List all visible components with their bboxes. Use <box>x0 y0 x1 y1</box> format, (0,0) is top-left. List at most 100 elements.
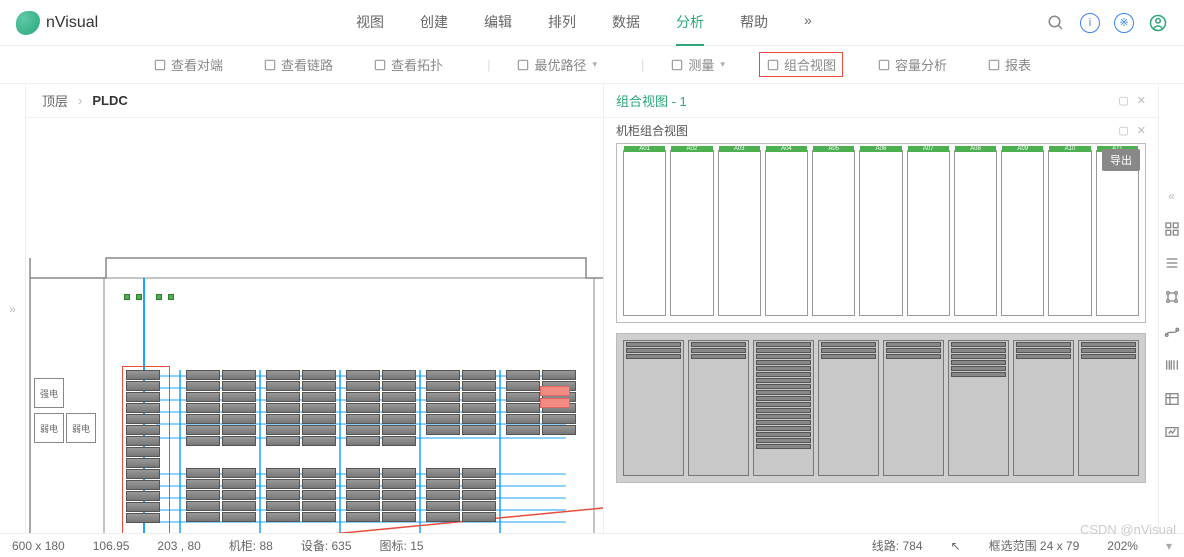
status-selection: 框选范围 24 x 79 <box>989 537 1080 554</box>
list-icon[interactable] <box>1164 255 1180 271</box>
cabinet-front[interactable]: A07 <box>907 150 950 316</box>
rack-device <box>951 366 1006 371</box>
status-zoom[interactable]: 202% <box>1107 539 1138 553</box>
tool-report[interactable]: 报表 <box>981 52 1037 77</box>
breadcrumb-item[interactable]: PLDC <box>92 93 127 108</box>
header-actions: i ※ <box>1046 13 1168 33</box>
cabinet-front[interactable]: A03 <box>718 150 761 316</box>
app-header: nVisual 视图创建编辑排列数据分析帮助 » i ※ <box>0 0 1184 46</box>
cabinet-front[interactable]: A02 <box>670 150 713 316</box>
tool-combo[interactable]: 组合视图 <box>759 52 843 77</box>
minimize-icon[interactable]: ▢ <box>1118 94 1128 107</box>
breadcrumb-item[interactable]: 顶层 <box>42 91 68 110</box>
tool-topo[interactable]: 查看拓扑 <box>367 52 449 77</box>
rack-cluster[interactable] <box>426 370 496 435</box>
tool-label: 最优路径 <box>534 55 586 74</box>
info-icon[interactable]: i <box>1080 13 1100 33</box>
tool-measure[interactable]: 测量 <box>664 52 731 77</box>
panel-header: 组合视图 - 1 ▢ ✕ <box>604 84 1158 118</box>
tool-link[interactable]: 查看链路 <box>257 52 339 77</box>
nav-item-3[interactable]: 排列 <box>548 0 576 46</box>
measure-icon <box>670 58 684 72</box>
nav-item-1[interactable]: 创建 <box>420 0 448 46</box>
rack-device <box>756 402 811 407</box>
nav-more[interactable]: » <box>804 0 812 46</box>
grid-icon[interactable] <box>1164 221 1180 237</box>
rack-device <box>626 354 681 359</box>
rack-cluster[interactable] <box>186 370 256 446</box>
cabinet-back[interactable] <box>688 340 749 476</box>
panel-title: 组合视图 - 1 <box>616 91 687 110</box>
cabinet-front[interactable]: A04 <box>765 150 808 316</box>
search-icon[interactable] <box>1046 13 1066 33</box>
close-icon[interactable]: ✕ <box>1137 124 1146 137</box>
tool-label: 容量分析 <box>895 55 947 74</box>
rack-cluster[interactable] <box>426 468 496 522</box>
cabinet-back[interactable] <box>948 340 1009 476</box>
rack-device <box>756 414 811 419</box>
network-icon[interactable] <box>1164 289 1180 305</box>
status-设备: 设备: 635 <box>301 537 352 554</box>
rack-cluster[interactable] <box>186 468 256 522</box>
rack-row-back <box>616 333 1146 483</box>
nav-item-0[interactable]: 视图 <box>356 0 384 46</box>
route-icon[interactable] <box>1164 323 1180 339</box>
close-icon[interactable]: ✕ <box>1137 94 1146 107</box>
rack-device <box>886 348 941 353</box>
cabinet-front[interactable]: A09 <box>1001 150 1044 316</box>
expand-rail-icon[interactable]: « <box>1168 189 1175 203</box>
cabinet-front[interactable]: A05 <box>812 150 855 316</box>
rack-device <box>951 342 1006 347</box>
tool-capacity[interactable]: 容量分析 <box>871 52 953 77</box>
rack-device <box>756 408 811 413</box>
zoom-dropdown-icon[interactable]: ▾ <box>1166 539 1172 553</box>
sensor-icon <box>124 294 130 300</box>
cabinet-label: A03 <box>719 146 760 152</box>
table-icon[interactable] <box>1164 391 1180 407</box>
export-button[interactable]: 导出 <box>1102 149 1140 171</box>
sensor-icon <box>168 294 174 300</box>
barcode-icon[interactable] <box>1164 357 1180 373</box>
selection-box <box>122 366 170 533</box>
rack-cluster[interactable] <box>266 370 336 446</box>
cabinet-back[interactable] <box>883 340 944 476</box>
breadcrumb: 顶层 › PLDC <box>26 84 603 118</box>
monitor-icon[interactable] <box>1164 425 1180 441</box>
floorplan-panel: 顶层 › PLDC 强电弱电弱电调度自动化系统机房600 x 180106.95… <box>26 84 604 533</box>
cabinet-front[interactable]: A10 <box>1048 150 1091 316</box>
rack-device <box>756 372 811 377</box>
left-rail[interactable]: » <box>0 84 26 533</box>
nav-item-4[interactable]: 数据 <box>612 0 640 46</box>
status-bar: 600 x 180106.95203 , 80机柜: 88设备: 635图标: … <box>0 533 1184 557</box>
cabinet-back[interactable] <box>818 340 879 476</box>
rack-device <box>756 360 811 365</box>
rack-alert[interactable] <box>540 398 570 408</box>
cabinet-back[interactable] <box>1013 340 1074 476</box>
tool-path[interactable]: 最优路径 <box>510 52 603 77</box>
tool-label: 查看对端 <box>171 55 223 74</box>
nav-item-5[interactable]: 分析 <box>676 0 704 46</box>
nav-item-6[interactable]: 帮助 <box>740 0 768 46</box>
status-图标: 图标: 15 <box>380 537 424 554</box>
nav-item-2[interactable]: 编辑 <box>484 0 512 46</box>
user-icon[interactable] <box>1148 13 1168 33</box>
minimize-icon[interactable]: ▢ <box>1118 124 1128 137</box>
settings-icon[interactable]: ※ <box>1114 13 1134 33</box>
rack-cluster[interactable] <box>266 468 336 522</box>
cabinet-front[interactable]: A06 <box>859 150 902 316</box>
cursor-icon[interactable]: ↖ <box>951 539 961 553</box>
logo-area: nVisual <box>16 11 276 35</box>
rack-cluster[interactable] <box>346 468 416 522</box>
tool-peer[interactable]: 查看对端 <box>147 52 229 77</box>
cabinet-back[interactable] <box>623 340 684 476</box>
rack-alert[interactable] <box>540 386 570 396</box>
cabinet-front[interactable]: A11 <box>1096 150 1139 316</box>
cabinet-front[interactable]: A01 <box>623 150 666 316</box>
floorplan-canvas[interactable]: 强电弱电弱电调度自动化系统机房600 x 180106.95203 , 80 <box>26 118 603 533</box>
cabinet-back[interactable] <box>753 340 814 476</box>
cabinet-front[interactable]: A08 <box>954 150 997 316</box>
rack-device <box>756 384 811 389</box>
rack-device <box>626 348 681 353</box>
rack-cluster[interactable] <box>346 370 416 446</box>
cabinet-back[interactable] <box>1078 340 1139 476</box>
